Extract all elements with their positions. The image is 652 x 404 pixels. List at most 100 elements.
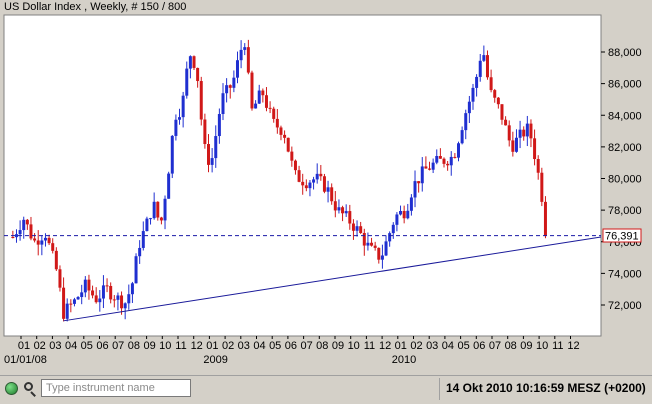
candle-up [178, 117, 182, 120]
current-price-text: 76,391 [605, 231, 639, 243]
connection-status-icon[interactable] [5, 382, 18, 395]
candle-down [322, 176, 326, 192]
candle-up [18, 230, 22, 235]
y-tick-label: 78,000 [608, 205, 642, 217]
x-month-label: 02 [222, 340, 234, 352]
candle-down [25, 219, 29, 225]
chart-svg[interactable]: 72,00074,00076,00078,00080,00082,00084,0… [0, 0, 652, 375]
candle-up [243, 47, 247, 50]
candle-up [167, 173, 171, 199]
candle-down [120, 295, 124, 309]
candle-down [362, 232, 366, 246]
candle-up [98, 298, 102, 303]
candle-up [388, 233, 392, 242]
candle-down [250, 72, 254, 109]
y-tick-label: 72,000 [608, 300, 642, 312]
candle-down [351, 223, 355, 231]
candle-up [464, 113, 468, 131]
candle-down [62, 287, 66, 319]
candle-up [449, 156, 453, 166]
candle-down [438, 155, 442, 159]
y-axis: 72,00074,00076,00078,00080,00082,00084,0… [601, 47, 642, 312]
candle-down [268, 107, 272, 109]
candle-down [279, 127, 283, 135]
candle-down [373, 245, 377, 248]
candle-down [301, 181, 305, 186]
candle-down [489, 77, 493, 91]
candle-up [232, 77, 236, 88]
candle-down [11, 237, 15, 239]
x-month-label: 05 [81, 340, 93, 352]
candle-up [149, 218, 153, 220]
x-month-label: 09 [143, 340, 155, 352]
candle-up [22, 219, 26, 231]
candle-down [29, 224, 33, 239]
x-month-label: 05 [457, 340, 469, 352]
candle-down [533, 138, 537, 160]
candle-down [319, 173, 323, 177]
candle-up [72, 299, 76, 304]
candle-up [406, 210, 410, 219]
x-month-label: 02 [410, 340, 422, 352]
candle-up [478, 60, 482, 77]
candle-up [174, 119, 178, 136]
candle-up [214, 136, 218, 159]
candle-down [330, 187, 334, 202]
candle-down [87, 279, 91, 291]
x-month-label: 04 [442, 340, 454, 352]
candle-down [54, 250, 58, 270]
candle-down [207, 144, 211, 165]
candle-up [482, 55, 486, 61]
candle-down [196, 67, 200, 82]
x-month-label: 06 [473, 340, 485, 352]
x-month-label: 10 [348, 340, 360, 352]
candle-down [543, 201, 547, 236]
candle-down [159, 217, 163, 221]
candle-down [485, 55, 489, 78]
candle-down [36, 240, 40, 245]
candle-down [293, 160, 297, 171]
candle-down [246, 47, 250, 73]
candle-up [435, 155, 439, 163]
candle-up [116, 295, 120, 300]
candles-group [11, 39, 547, 322]
x-month-label: 07 [489, 340, 501, 352]
candle-down [69, 303, 73, 305]
x-month-label: 10 [536, 340, 548, 352]
candle-down [264, 95, 268, 108]
candle-up [130, 283, 134, 295]
candle-down [105, 285, 109, 287]
x-month-label: 03 [238, 340, 250, 352]
x-month-label: 04 [65, 340, 77, 352]
candle-down [272, 108, 276, 119]
candle-down [442, 158, 446, 164]
trendline[interactable] [63, 236, 602, 322]
candle-up [14, 234, 18, 238]
x-year-label: 01/01/08 [4, 354, 47, 366]
candle-down [417, 181, 421, 184]
candle-up [185, 68, 189, 96]
candle-up [409, 197, 413, 211]
candle-down [493, 90, 497, 98]
candle-up [163, 198, 167, 221]
x-axis: 01 02 03 04 05 06 07 08 09 10 11 12 01 02 03 04 05 06 07 08… [4, 336, 580, 366]
candle-up [152, 201, 156, 219]
candle-down [359, 226, 363, 233]
candle-up [460, 130, 464, 144]
instrument-search-input[interactable] [41, 379, 191, 397]
x-month-label: 02 [34, 340, 46, 352]
x-month-label: 08 [316, 340, 328, 352]
search-icon[interactable] [22, 380, 38, 397]
candle-up [420, 166, 424, 184]
candle-down [203, 119, 207, 145]
candle-up [366, 242, 370, 246]
candle-down [283, 134, 287, 138]
candle-down [286, 137, 290, 152]
candle-up [225, 85, 229, 94]
candle-up [326, 187, 330, 192]
x-year-label: 2010 [392, 354, 416, 366]
x-month-label: 09 [332, 340, 344, 352]
candle-down [507, 125, 511, 141]
y-tick-label: 84,000 [608, 110, 642, 122]
